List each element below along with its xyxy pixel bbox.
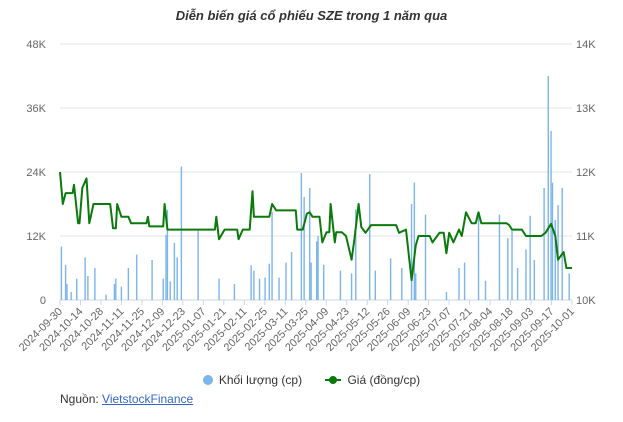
volume-bar [76,278,78,300]
left-axis-tick-label: 48K [26,39,46,51]
volume-bar [561,188,563,300]
volume-bar [166,209,169,300]
volume-bar [516,268,519,300]
volume-bar [410,204,413,300]
volume-bar [529,215,531,300]
left-axis-tick-label: 36K [26,103,46,115]
legend-price-label: Giá (đồng/cp) [347,373,421,387]
volume-bar [424,214,427,300]
chart-title: Diễn biến giá cổ phiếu SZE trong 1 năm q… [175,8,448,23]
volume-bar [136,254,138,300]
volume-bar [458,268,460,300]
source-link[interactable]: VietstockFinance [102,392,194,406]
legend: Khối lượng (cp) Giá (đồng/cp) [0,373,623,388]
volume-bar [120,286,123,300]
volume-bar [70,292,72,300]
volume-bar [303,197,305,300]
volume-bar [169,281,171,300]
volume-bar [173,242,176,300]
volume-bar [355,209,357,300]
right-axis-tick-label: 11K [576,231,595,243]
volume-bar [415,273,417,300]
right-axis-tick-label: 13K [576,103,596,115]
volume-bar [550,130,552,300]
volume-bar [105,294,107,300]
volume-bar [233,284,236,300]
volume-bar [463,262,466,300]
volume-bar [250,265,252,300]
right-axis-tick-label: 12K [576,167,596,179]
right-axis-tick-label: 10K [576,295,596,307]
chart: 012K24K36K48K10K11K12K13K14K2024-09-3020… [17,39,596,354]
volume-bar [180,166,183,300]
volume-bar [162,278,164,300]
source-prefix: Nguồn: [60,392,99,406]
volume-bar [84,257,86,300]
volume-bar [258,278,261,300]
volume-bar [176,257,178,300]
volume-bar [66,284,68,300]
left-axis-tick-label: 12K [26,231,46,243]
volume-bar [310,262,312,300]
volume-bar [165,234,167,300]
volume-bar [87,276,89,300]
volume-bar [547,76,549,300]
right-axis-tick-label: 14K [576,39,596,51]
volume-bar [309,188,311,300]
volume-bar [115,278,117,300]
legend-item-volume[interactable]: Khối lượng (cp) [202,373,303,387]
volume-bar [533,260,536,300]
volume-bar [113,284,116,300]
volume-bar [350,273,353,300]
volume-bar [64,264,67,300]
legend-item-price[interactable]: Giá (đồng/cp) [325,373,420,387]
volume-bar [401,268,403,300]
volume-bar [568,273,570,300]
volume-bar [551,182,554,300]
volume-marker-icon [202,375,213,385]
volume-bar [445,292,448,300]
volume-bar [477,214,480,300]
volume-bar [322,264,325,300]
left-axis-tick-label: 0 [40,295,46,307]
volume-bar [554,220,556,300]
volume-bar [315,241,318,300]
left-axis-tick-label: 24K [26,167,46,179]
volume-bar [525,249,527,300]
price-line-marker-icon [325,375,342,385]
volume-bar [413,182,416,300]
source-note: Nguồn: VietstockFinance [60,392,193,406]
volume-bar [290,252,293,300]
volume-bar [278,277,280,300]
volume-bar [374,270,376,300]
volume-bar [498,214,501,300]
volume-bar [264,277,266,300]
volume-bar [339,270,342,300]
volume-bar [389,258,392,300]
volume-bar [197,230,199,300]
volume-bar [507,238,509,300]
volume-bar [151,260,153,300]
volume-bar [253,270,255,300]
volume-bar [127,268,130,300]
volume-bar [300,173,303,300]
volume-bar [484,280,487,300]
volume-bar [511,230,513,300]
price-line [59,171,572,282]
volume-bar [268,263,270,300]
legend-volume-label: Khối lượng (cp) [218,373,303,387]
volume-bar [543,188,545,300]
volume-bar [218,278,220,300]
volume-bar [271,212,273,300]
volume-bar [285,262,287,300]
volume-bar [369,174,371,300]
volume-bar [60,246,63,300]
volume-bar [317,236,319,300]
volume-bar [94,268,96,300]
